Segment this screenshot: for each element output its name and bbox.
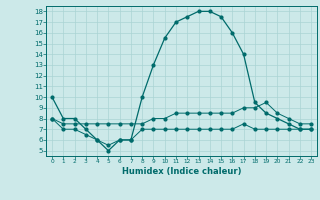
- X-axis label: Humidex (Indice chaleur): Humidex (Indice chaleur): [122, 167, 241, 176]
